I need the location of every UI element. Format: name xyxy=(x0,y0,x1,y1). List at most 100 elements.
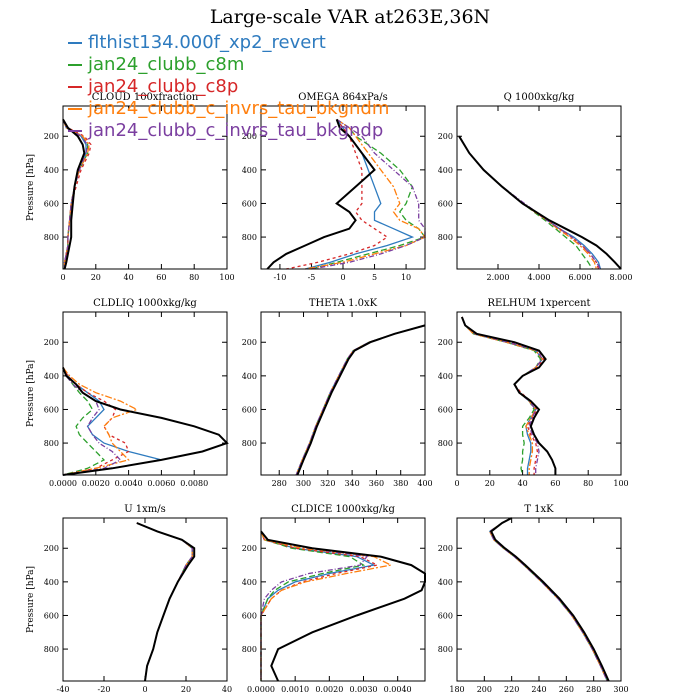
x-tick-label: 0.0080 xyxy=(180,479,208,488)
legend-entry: jan24_clubb_c_invrs_tau_bkgndm xyxy=(68,98,389,120)
plot-frame xyxy=(260,517,426,682)
x-tick-label: 20 xyxy=(181,685,191,694)
panel: CLDICE 1000xkg/kg 0.0000 0.0010 0.0020 0.003… xyxy=(242,504,426,694)
x-tick-label: 280 xyxy=(272,479,287,488)
y-tick-label: 400 xyxy=(44,166,59,175)
series-line xyxy=(305,118,427,270)
control-line xyxy=(296,324,426,476)
legend-swatch xyxy=(68,86,82,88)
panel: OMEGA 864xPa/s -10 -5 0 5 10 200 400 600 800 xyxy=(242,92,427,282)
control-line xyxy=(458,135,622,270)
legend-swatch xyxy=(68,130,82,132)
plot-frame xyxy=(62,517,228,682)
y-tick-label: 200 xyxy=(438,338,453,347)
x-tick-label: -20 xyxy=(98,685,111,694)
x-tick-label: 20 xyxy=(91,273,101,282)
legend-entry: jan24_clubb_c8p xyxy=(68,76,389,98)
x-tick-label: 320 xyxy=(320,479,335,488)
x-tick-label: -10 xyxy=(273,273,286,282)
series-line xyxy=(458,135,593,270)
x-tick-label: 380 xyxy=(393,479,408,488)
control-line xyxy=(266,119,376,270)
panel-title: CLDICE 1000xkg/kg xyxy=(291,504,395,515)
y-tick-label: 600 xyxy=(438,405,453,414)
series-line xyxy=(62,367,106,476)
y-tick-label: 400 xyxy=(242,578,257,587)
x-tick-label: 0.0040 xyxy=(384,685,412,694)
y-axis-label: Pressure [hPa] xyxy=(26,566,36,633)
series-line xyxy=(136,522,195,682)
x-tick-label: 10 xyxy=(401,273,411,282)
panel: RELHUM 1xpercent 0 20 40 60 80 100 200 400 600 800 xyxy=(438,298,629,488)
y-tick-label: 800 xyxy=(44,233,59,242)
series-line xyxy=(488,517,608,682)
x-tick-label: 5 xyxy=(372,273,377,282)
figure-title: Large-scale VAR at263E,36N xyxy=(209,6,491,28)
plot-frame xyxy=(260,311,426,476)
panel-title: OMEGA 864xPa/s xyxy=(298,92,388,103)
series-line xyxy=(461,316,544,475)
y-tick-label: 400 xyxy=(44,372,59,381)
control-line xyxy=(62,367,229,476)
y-axis-label: Pressure [hPa] xyxy=(26,360,36,427)
series-line xyxy=(62,119,89,269)
legend-label: jan24_clubb_c_invrs_tau_bkgndp xyxy=(88,120,384,141)
legend-label: jan24_clubb_c8m xyxy=(88,54,245,75)
series-line xyxy=(286,119,389,270)
series-line xyxy=(136,522,193,682)
control-line xyxy=(62,118,86,270)
y-tick-label: 600 xyxy=(438,199,453,208)
panel-title: RELHUM 1xpercent xyxy=(487,298,590,309)
series-line xyxy=(136,522,193,682)
panel-title: U 1xm/s xyxy=(124,504,166,515)
x-tick-label: 0 xyxy=(60,273,65,282)
x-tick-label: 300 xyxy=(613,685,628,694)
y-axis-label: Pressure [hPa] xyxy=(26,154,36,221)
x-tick-label: 60 xyxy=(550,479,560,488)
x-tick-label: 0.0000 xyxy=(247,685,275,694)
plot-frame xyxy=(456,105,622,270)
x-tick-label: 0 xyxy=(454,479,459,488)
x-tick-label: 0.0030 xyxy=(350,685,378,694)
x-tick-label: 200 xyxy=(477,685,492,694)
legend-swatch xyxy=(68,108,82,110)
y-tick-label: 200 xyxy=(438,544,453,553)
x-tick-label: 260 xyxy=(559,685,574,694)
series-line xyxy=(488,517,608,682)
series-line xyxy=(458,135,600,270)
legend: flthist134.000f_xp2_revert jan24_clubb_c… xyxy=(68,32,389,142)
y-tick-label: 600 xyxy=(242,611,257,620)
panel-title: Q 1000xkg/kg xyxy=(504,92,575,103)
x-tick-label: 0 xyxy=(142,685,147,694)
y-tick-label: 600 xyxy=(242,199,257,208)
y-tick-label: 800 xyxy=(242,439,257,448)
series-line xyxy=(62,367,139,476)
plot-frame xyxy=(456,517,622,682)
x-tick-label: 60 xyxy=(156,273,166,282)
panel-title: THETA 1.0xK xyxy=(309,298,378,309)
y-tick-label: 800 xyxy=(438,439,453,448)
y-tick-label: 800 xyxy=(242,645,257,654)
x-tick-label: 0.0040 xyxy=(115,479,143,488)
series-line xyxy=(488,517,608,682)
x-tick-label: 6.000 xyxy=(569,273,592,282)
x-tick-label: 100 xyxy=(219,273,234,282)
panel-title: T 1xK xyxy=(524,504,554,515)
y-tick-label: 200 xyxy=(44,132,59,141)
legend-label: jan24_clubb_c_invrs_tau_bkgndm xyxy=(88,98,390,119)
series-line xyxy=(62,367,122,476)
series-line xyxy=(260,531,393,681)
x-tick-label: 0.0010 xyxy=(281,685,309,694)
series-line xyxy=(311,118,426,270)
legend-swatch xyxy=(68,64,82,66)
y-tick-label: 800 xyxy=(438,645,453,654)
x-tick-label: 40 xyxy=(222,685,232,694)
y-tick-label: 600 xyxy=(44,611,59,620)
y-tick-label: 600 xyxy=(438,611,453,620)
y-tick-label: 400 xyxy=(44,578,59,587)
y-tick-label: 400 xyxy=(242,166,257,175)
y-tick-label: 400 xyxy=(438,166,453,175)
y-tick-label: 800 xyxy=(44,645,59,654)
plot-frame xyxy=(62,311,228,476)
control-line xyxy=(489,517,610,682)
